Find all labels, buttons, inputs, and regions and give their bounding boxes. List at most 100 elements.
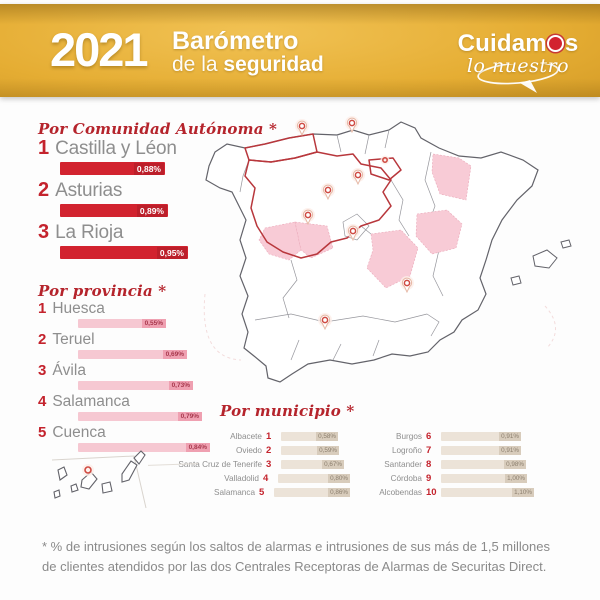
brand-text-pre: Cuidam	[457, 30, 547, 57]
footnote: * % de intrusiones según los saltos de a…	[42, 537, 570, 576]
municipality-row: Córdoba 9 1,00%	[356, 473, 556, 484]
brand-tagline: lo nuestro	[466, 55, 570, 77]
province-label: 4 Salamanca	[38, 393, 228, 410]
municipality-row: Logroño 7 0,91%	[356, 445, 556, 456]
province-name: Huesca	[52, 300, 105, 317]
rank-number: 2	[38, 331, 47, 348]
municipality-bar: 0,67%	[281, 459, 344, 469]
province-name: Salamanca	[52, 393, 130, 410]
municipality-name: Santander	[384, 459, 422, 469]
bar-value-label: 0,80%	[328, 473, 350, 483]
title-sub-bold: seguridad	[223, 53, 324, 76]
community-rank-item: 2 Asturias 0,89%	[38, 180, 218, 217]
bar-value-label: 0,69%	[162, 350, 187, 359]
brand-text-post: s	[564, 30, 579, 57]
rank-number: 2	[38, 179, 50, 201]
municipalities-list-right: Burgos 6 0,91% Logroño 7 0,91% Santander 8 0,98%…	[356, 431, 556, 501]
canary-islands-outlines	[53, 450, 146, 499]
municipality-name: Valladolid	[224, 473, 259, 483]
section-heading-provinces: Por provincia *	[38, 282, 167, 300]
rank-number: 2	[266, 444, 272, 456]
province-bar: 0,73%	[78, 381, 193, 390]
map-pin-alcobendas	[346, 224, 360, 242]
community-bar: 0,89%	[60, 204, 168, 217]
decorative-dashed-arc	[544, 305, 556, 349]
map-pin-santa-cruz-tenerife	[82, 464, 94, 476]
map-pins	[295, 116, 414, 331]
rank-number: 3	[266, 458, 272, 470]
map-pin-valladolid	[321, 183, 335, 201]
brand-logo: Cuidam s lo nuestro	[448, 30, 588, 99]
municipality-bar: 0,91%	[441, 431, 521, 441]
spain-map	[195, 108, 575, 400]
community-label: 1 Castilla y Léon	[38, 138, 218, 160]
municipality-name: Salamanca	[214, 487, 255, 497]
rank-number: 3	[38, 221, 50, 243]
rank-number: 1	[38, 137, 50, 159]
province-rank-item: 5 Cuenca 0,84%	[38, 424, 228, 452]
municipality-name: Oviedo	[236, 445, 262, 455]
province-name: Cuenca	[52, 424, 106, 441]
municipality-name: Burgos	[396, 431, 422, 441]
community-bar: 0,95%	[60, 246, 188, 259]
rank-number: 4	[38, 393, 47, 410]
community-rank-item: 3 La Rioja 0,95%	[38, 222, 218, 259]
rank-number: 1	[38, 300, 47, 317]
rank-number: 3	[38, 362, 47, 379]
bar-value-label: 0,79%	[177, 412, 202, 421]
province-label: 2 Teruel	[38, 331, 228, 348]
map-pin-burgos	[351, 168, 365, 186]
bar-value-label: 0,67%	[322, 459, 344, 469]
bar-value-label: 0,59%	[317, 445, 339, 455]
inset-border	[51, 455, 147, 509]
bar-value-label: 0,95%	[156, 246, 187, 259]
municipality-bar: 0,80%	[278, 473, 350, 483]
bar-value-label: 0,89%	[136, 204, 167, 217]
page-title: Barómetro de la seguridad	[172, 28, 324, 76]
province-bar: 0,69%	[78, 350, 187, 359]
community-label: 3 La Rioja	[38, 222, 218, 244]
province-label: 5 Cuenca	[38, 424, 228, 441]
communities-ranking-list: 1 Castilla y Léon 0,88% 2 Asturias 0,89% 3 La R…	[38, 138, 218, 264]
municipality-name: Santa Cruz de Tenerife	[178, 459, 262, 469]
map-pin-oviedo	[295, 119, 309, 137]
province-rank-item: 3 Ávila 0,73%	[38, 362, 228, 390]
region-salamanca-highlight	[258, 221, 302, 261]
province-name: Teruel	[52, 331, 95, 348]
rank-number: 5	[259, 486, 265, 498]
map-pin-santander	[345, 116, 359, 134]
municipality-bar: 1,00%	[441, 473, 527, 483]
rank-number: 1	[266, 430, 272, 442]
province-label: 1 Huesca	[38, 300, 228, 317]
bar-value-label: 0,84%	[185, 443, 210, 452]
title-main: Barómetro	[172, 27, 299, 55]
pin-balloon-sketch-icon	[477, 61, 559, 93]
community-name: Asturias	[55, 180, 123, 201]
bar-value-label: 0,91%	[499, 445, 521, 455]
region-teruel-highlight	[415, 209, 463, 255]
provinces-ranking-list: 1 Huesca 0,55% 2 Teruel 0,69% 3 Ávila 0,73% 4 Sala…	[38, 300, 228, 455]
community-label: 2 Asturias	[38, 180, 218, 202]
brand-wordmark: Cuidam s	[448, 30, 588, 58]
municipality-name: Alcobendas	[379, 487, 422, 497]
community-name: La Rioja	[55, 222, 124, 243]
municipality-bar: 0,58%	[281, 431, 338, 441]
municipality-bar: 0,91%	[441, 445, 521, 455]
municipalities-list-left: Albacete 1 0,58% Oviedo 2 0,59% Santa Cruz de …	[178, 431, 350, 501]
map-pin-cordoba	[318, 313, 332, 331]
province-label: 3 Ávila	[38, 362, 228, 379]
rank-number: 4	[263, 472, 269, 484]
rank-number: 6	[426, 430, 432, 442]
footnote-line1: * % de intrusiones según los saltos de a…	[42, 539, 550, 554]
year-label: 2021	[50, 23, 149, 76]
municipality-row: Burgos 6 0,91%	[356, 430, 556, 442]
province-bar: 0,84%	[78, 443, 210, 452]
region-castilla-leon-outline	[244, 151, 392, 259]
municipality-bar: 0,86%	[274, 487, 350, 497]
bar-value-label: 0,88%	[133, 162, 164, 175]
map-pin-albacete	[400, 276, 414, 294]
bar-value-label: 1,00%	[505, 473, 527, 483]
province-bar: 0,55%	[78, 319, 166, 328]
location-dot-icon	[547, 35, 565, 52]
